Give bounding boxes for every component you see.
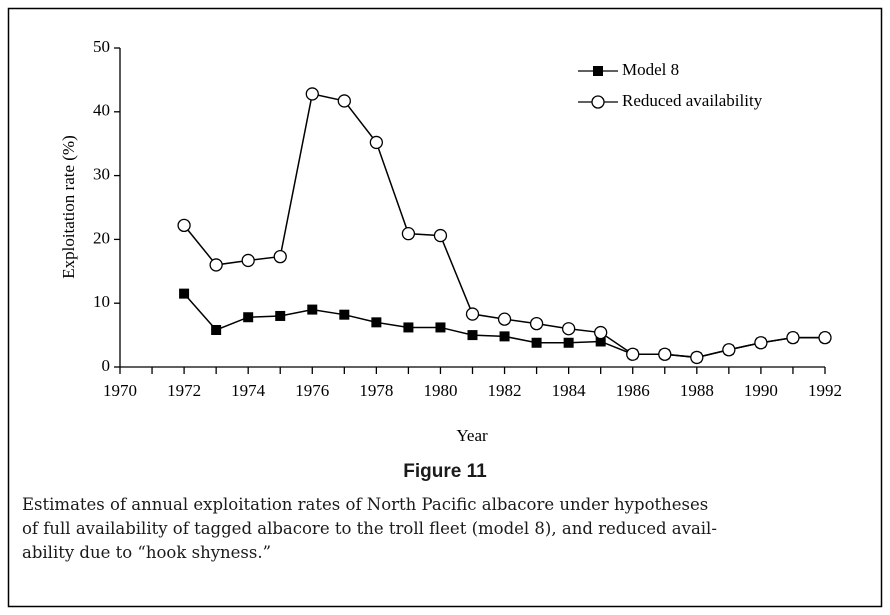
y-tick-label: 30 xyxy=(93,165,110,184)
caption-line: of full availability of tagged albacore … xyxy=(22,519,717,538)
marker xyxy=(593,66,603,76)
x-tick-label: 1972 xyxy=(167,381,201,400)
x-tick-label: 1982 xyxy=(488,381,522,400)
marker xyxy=(433,228,448,243)
marker xyxy=(818,331,832,345)
x-tick-label: 1974 xyxy=(231,381,266,400)
marker xyxy=(179,288,190,299)
caption-line: Estimates of annual exploitation rates o… xyxy=(22,495,708,514)
marker xyxy=(275,310,286,321)
marker xyxy=(211,324,222,335)
x-tick-label: 1986 xyxy=(616,381,650,400)
x-tick-label: 1976 xyxy=(295,381,329,400)
marker xyxy=(754,336,768,350)
marker xyxy=(369,135,384,150)
x-tick-label: 1990 xyxy=(744,381,778,400)
x-tick-label: 1984 xyxy=(552,381,587,400)
marker xyxy=(403,322,414,333)
marker xyxy=(307,304,318,315)
marker xyxy=(658,347,672,361)
marker xyxy=(241,253,255,268)
marker xyxy=(465,307,480,321)
x-tick-label: 1988 xyxy=(680,381,714,400)
marker xyxy=(497,312,512,326)
marker xyxy=(337,94,351,108)
marker xyxy=(467,330,478,341)
x-tick-label: 1992 xyxy=(808,381,842,400)
marker xyxy=(626,347,640,361)
y-tick-label: 20 xyxy=(93,228,110,247)
marker xyxy=(371,317,382,328)
figure-label: Figure 11 xyxy=(403,461,487,482)
x-tick-label: 1970 xyxy=(103,381,137,400)
marker xyxy=(563,337,574,348)
marker xyxy=(177,218,191,233)
marker xyxy=(401,227,416,241)
x-axis-label: Year xyxy=(456,426,488,445)
marker xyxy=(595,336,606,347)
figure-border xyxy=(7,7,883,608)
marker xyxy=(435,322,446,333)
marker xyxy=(273,249,287,264)
y-tick-label: 40 xyxy=(93,101,110,120)
legend-label: Model 8 xyxy=(622,60,679,79)
marker xyxy=(561,322,576,336)
y-tick-label: 10 xyxy=(93,292,110,311)
marker xyxy=(529,316,544,331)
marker xyxy=(305,87,319,101)
marker xyxy=(531,337,542,348)
marker xyxy=(722,343,736,357)
marker xyxy=(594,325,608,340)
x-tick-label: 1978 xyxy=(359,381,393,400)
marker xyxy=(339,309,350,320)
x-tick-label: 1980 xyxy=(423,381,457,400)
marker xyxy=(786,331,800,345)
y-tick-label: 0 xyxy=(102,356,111,375)
marker xyxy=(690,350,704,365)
legend-label: Reduced availability xyxy=(622,91,763,110)
marker xyxy=(499,331,510,342)
marker xyxy=(209,258,223,272)
marker xyxy=(591,95,605,109)
caption-line: ability due to “hook shyness.” xyxy=(22,543,271,562)
y-axis-label: Exploitation rate (%) xyxy=(59,135,78,279)
marker xyxy=(243,312,254,323)
y-tick-label: 50 xyxy=(93,37,110,56)
